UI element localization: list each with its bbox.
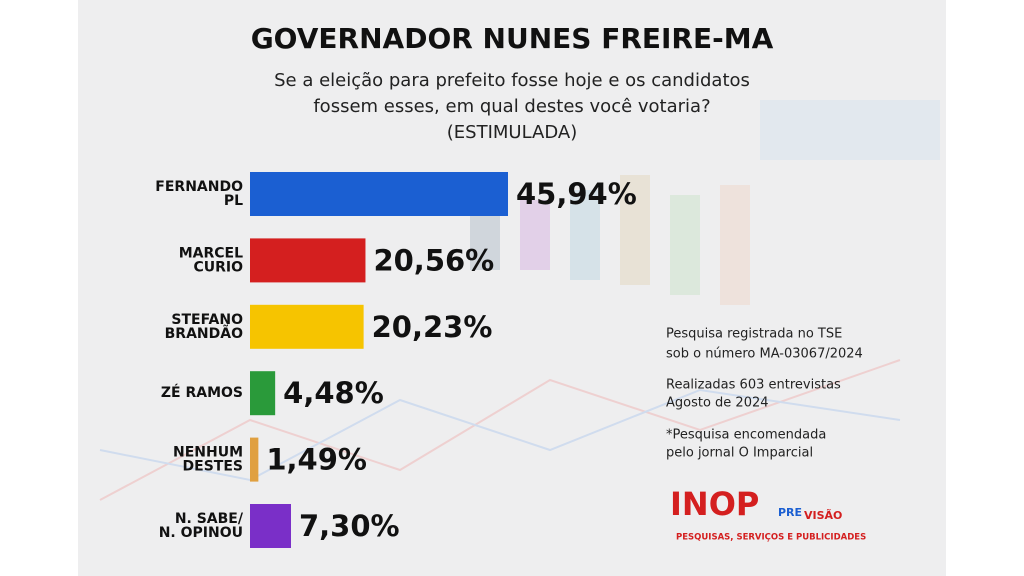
value-label: 4,48% bbox=[283, 376, 384, 410]
category-label: ZÉ RAMOS bbox=[161, 384, 243, 401]
logo-suffix: PRE bbox=[778, 506, 802, 519]
notes: Pesquisa registrada no TSE sob o número … bbox=[666, 327, 863, 461]
category-label: MARCEL CURIO bbox=[179, 245, 243, 275]
chart-title: GOVERNADOR NUNES FREIRE-MA bbox=[251, 22, 774, 55]
subtitle: fossem esses, em qual destes você votari… bbox=[313, 96, 710, 117]
value-label: 45,94% bbox=[516, 177, 637, 211]
logo-suffix: VISÃO bbox=[804, 509, 842, 522]
bar bbox=[250, 437, 259, 482]
logo: INOP PRE VISÃO PESQUISAS, SERVIÇOS E PUB… bbox=[670, 485, 866, 543]
logo-name: INOP bbox=[670, 485, 759, 523]
note: *Pesquisa encomendada bbox=[666, 428, 826, 443]
value-label: 20,23% bbox=[372, 310, 493, 344]
category-label: FERNANDO PL bbox=[155, 179, 243, 209]
subtitle: Se a eleição para prefeito fosse hoje e … bbox=[274, 70, 750, 91]
value-label: 1,49% bbox=[266, 443, 367, 477]
note: pelo jornal O Imparcial bbox=[666, 446, 813, 461]
category-label: NENHUM DESTES bbox=[173, 445, 243, 475]
background bbox=[78, 0, 946, 576]
value-label: 20,56% bbox=[373, 243, 494, 277]
value-label: 7,30% bbox=[299, 509, 400, 543]
subtitle: (ESTIMULADA) bbox=[447, 122, 577, 143]
note: Agosto de 2024 bbox=[666, 396, 769, 411]
note: sob o número MA-03067/2024 bbox=[666, 347, 863, 362]
bar bbox=[250, 304, 364, 349]
bar bbox=[250, 238, 366, 283]
note: Pesquisa registrada no TSE bbox=[666, 327, 842, 342]
note: Realizadas 603 entrevistas bbox=[666, 378, 841, 393]
category-label: STEFANO BRANDÃO bbox=[165, 312, 243, 342]
category-label: N. SABE/N. OPINOU bbox=[159, 511, 244, 541]
logo-tagline: PESQUISAS, SERVIÇOS E PUBLICIDADES bbox=[676, 533, 866, 543]
bar bbox=[250, 371, 276, 416]
bar bbox=[250, 172, 508, 216]
bar bbox=[250, 504, 291, 548]
